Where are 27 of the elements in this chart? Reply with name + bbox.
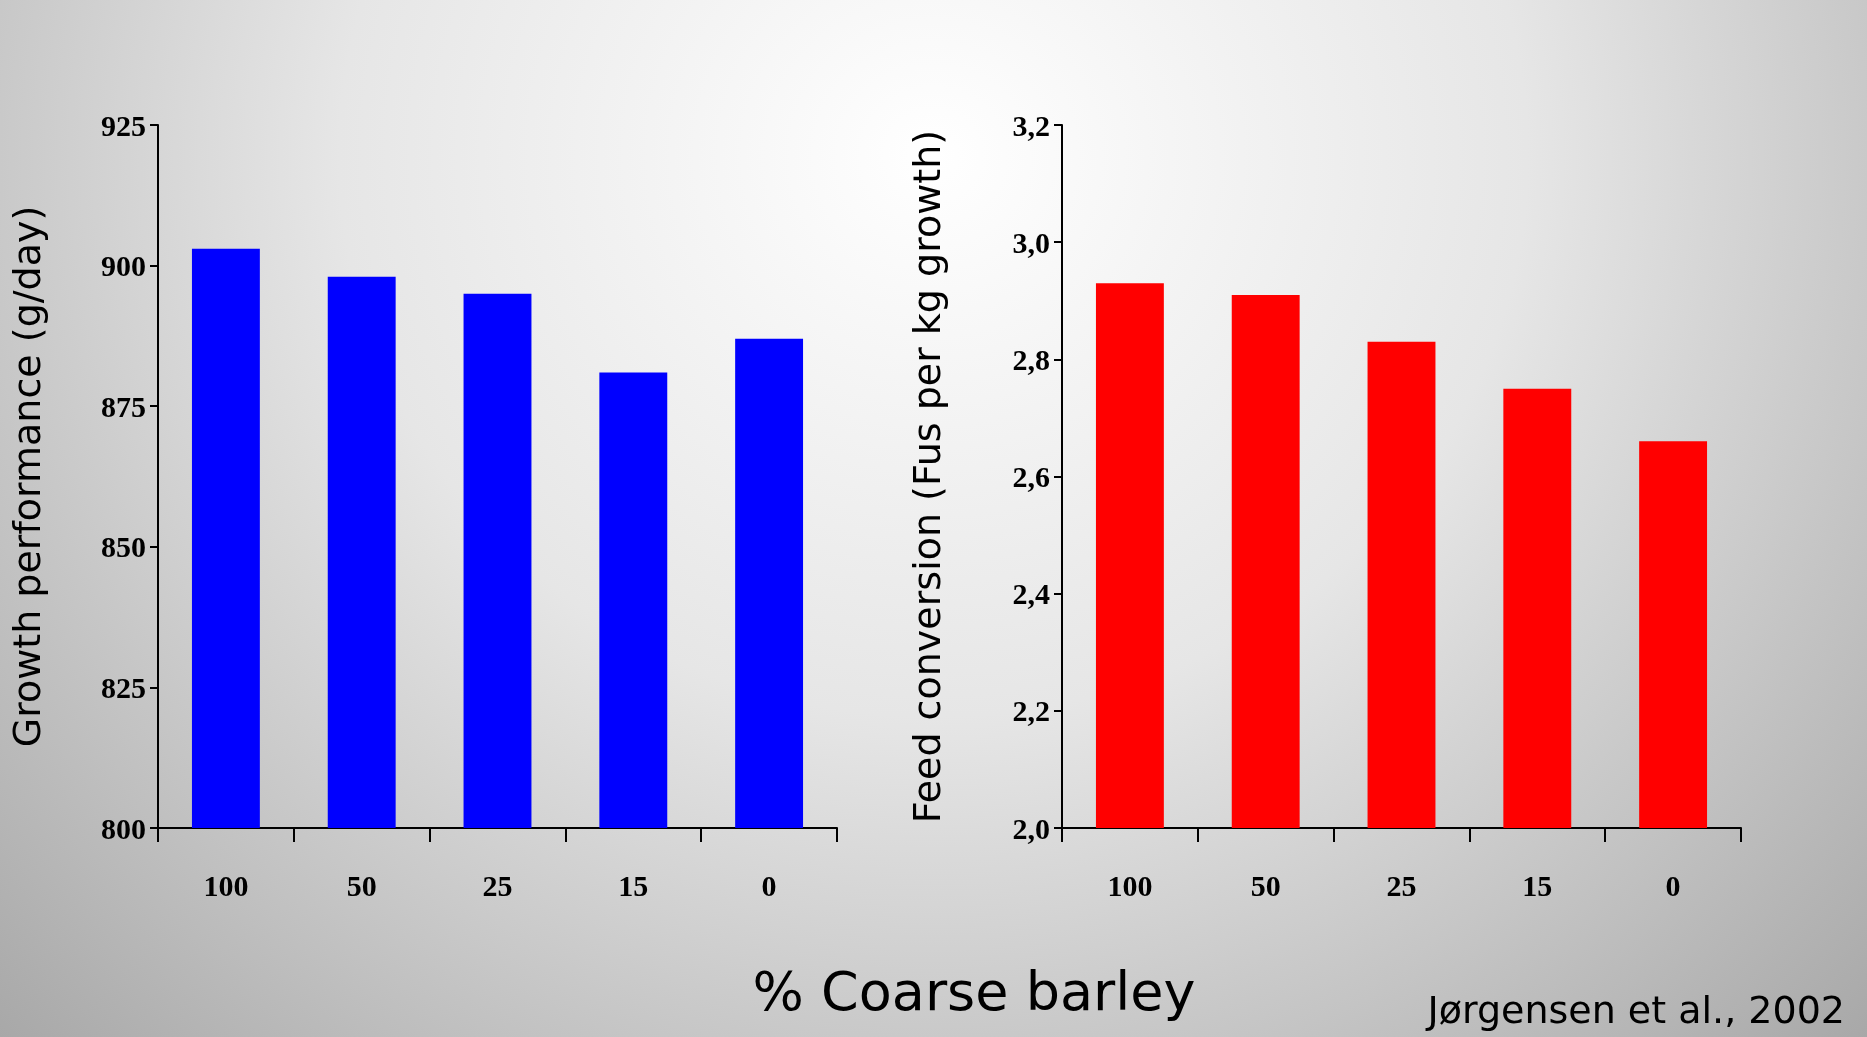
y-tick-label: 875 xyxy=(101,389,146,423)
x-tick-label: 0 xyxy=(1665,868,1681,902)
x-tick-label: 25 xyxy=(482,868,513,902)
y-tick-label: 2,2 xyxy=(1012,694,1050,728)
y-tick-label: 3,0 xyxy=(1012,225,1050,259)
x-tick-label: 0 xyxy=(761,868,777,902)
y-axis-title: Growth performance (g/day) xyxy=(5,205,49,748)
y-tick-label: 2,8 xyxy=(1012,342,1050,376)
x-tick-label: 15 xyxy=(1522,868,1553,902)
x-tick-label: 100 xyxy=(203,868,249,902)
x-tick-label: 100 xyxy=(1107,868,1153,902)
y-tick-label: 2,0 xyxy=(1012,811,1050,845)
x-tick-label: 50 xyxy=(346,868,377,902)
x-axis-title: % Coarse barley xyxy=(752,960,1196,1023)
y-tick-label: 925 xyxy=(101,108,146,142)
y-tick-label: 900 xyxy=(101,249,146,283)
y-tick-label: 825 xyxy=(101,670,146,704)
x-tick-label: 50 xyxy=(1250,868,1281,902)
y-tick-label: 2,6 xyxy=(1012,460,1050,493)
y-tick-label: 3,2 xyxy=(1012,108,1050,142)
x-tick-label: 15 xyxy=(618,868,649,902)
text: Jørgensen et al., 2002 xyxy=(1427,988,1845,1032)
x-tick-label: 25 xyxy=(1386,868,1417,902)
y-tick-label: 2,4 xyxy=(1012,577,1050,611)
y-tick-label: 800 xyxy=(101,811,146,845)
y-tick-label: 850 xyxy=(101,530,146,564)
y-axis-title: Feed conversion (Fus per kg growth) xyxy=(905,129,949,824)
